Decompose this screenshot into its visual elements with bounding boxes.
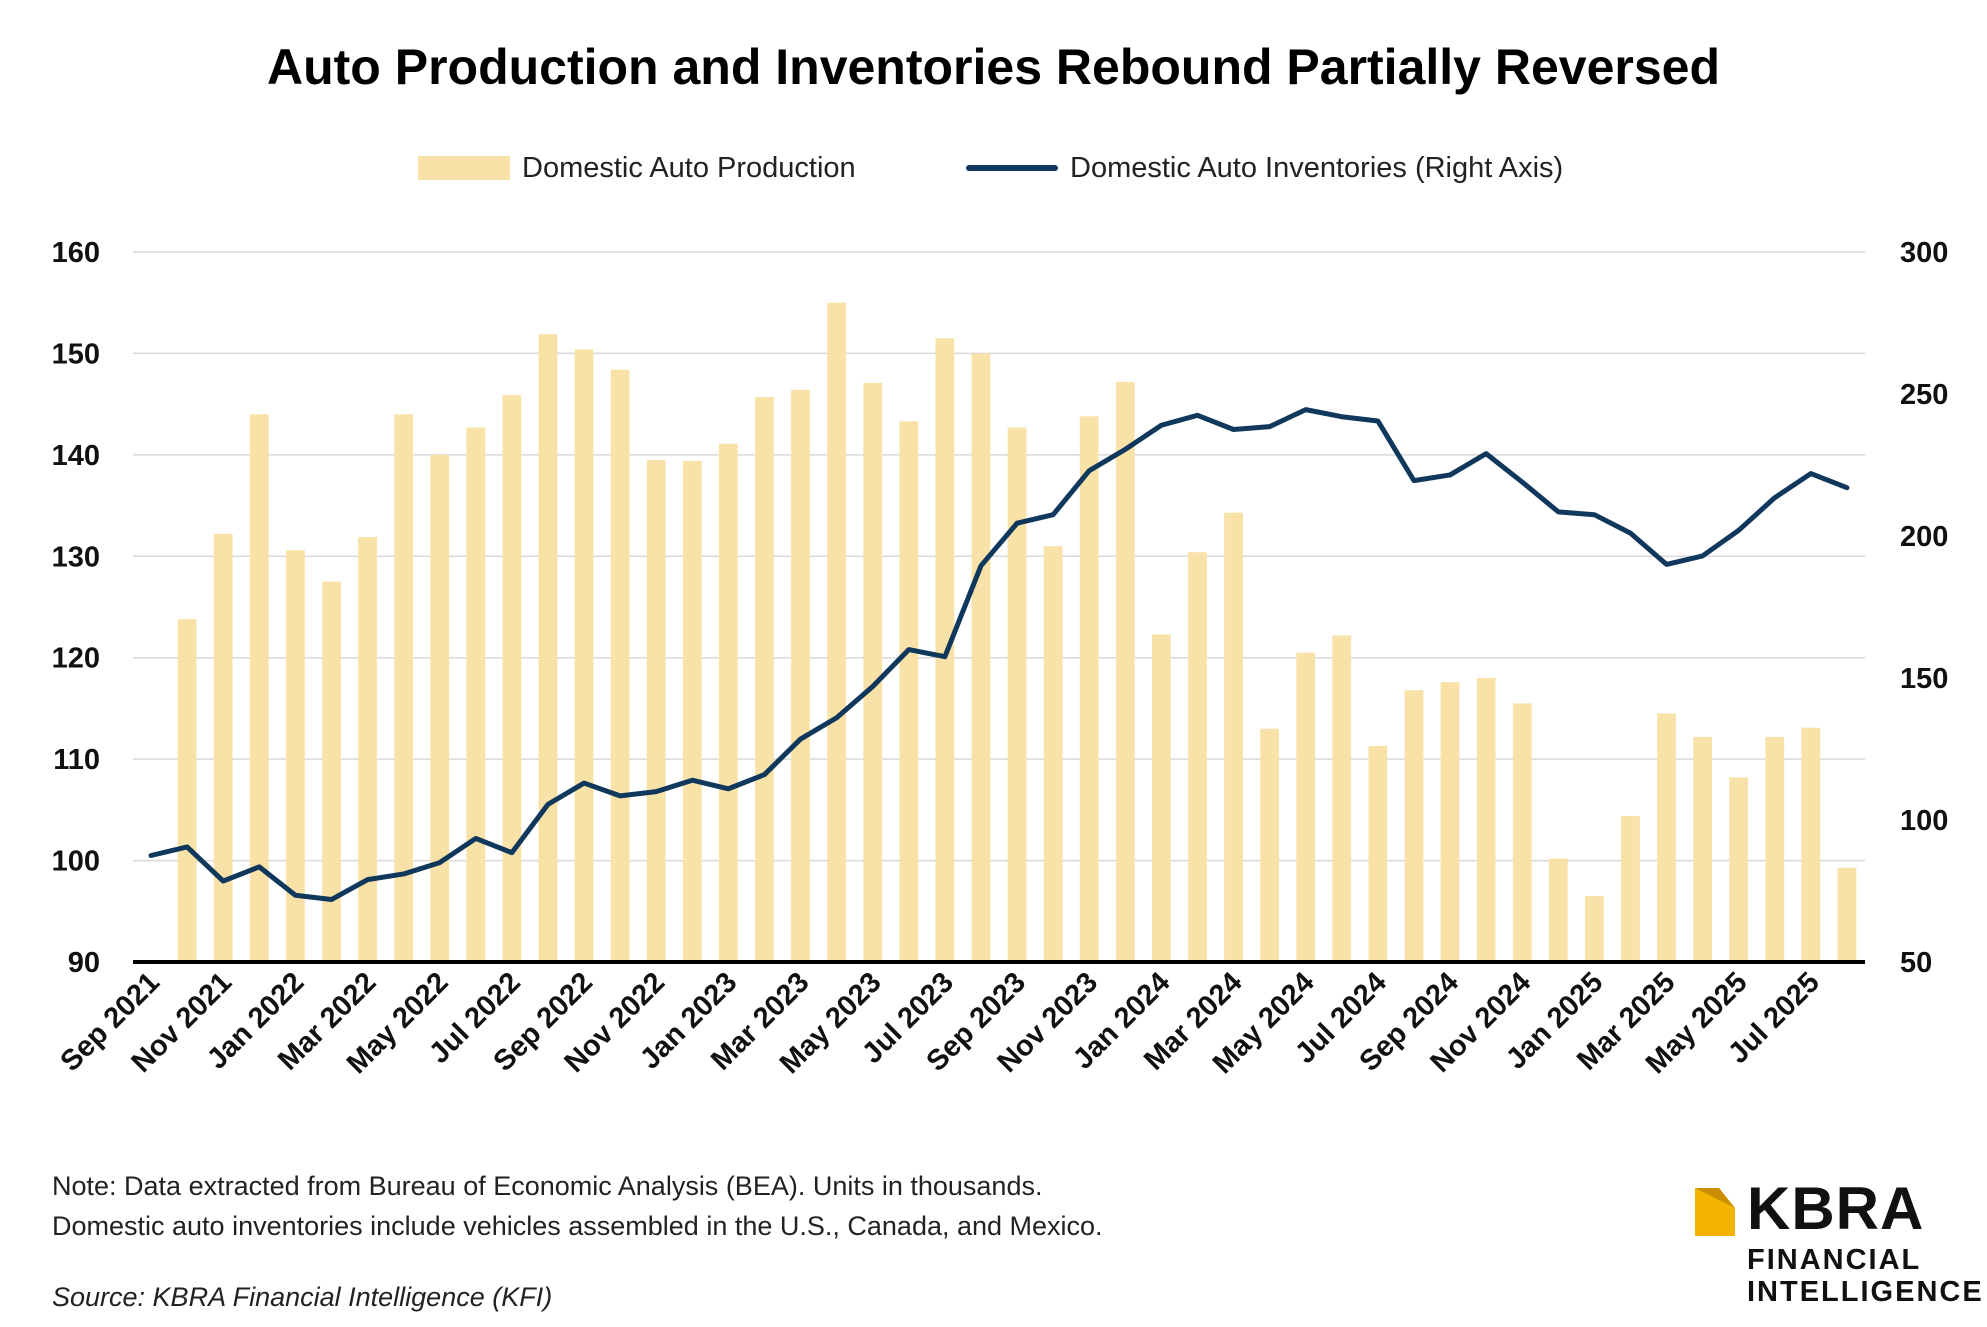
production-bar <box>827 302 847 962</box>
production-bar <box>1476 678 1496 962</box>
note-line-1: Note: Data extracted from Bureau of Econ… <box>52 1171 1043 1201</box>
gridlines <box>133 251 1865 862</box>
production-bar <box>1079 416 1099 962</box>
chart-note: Note: Data extracted from Bureau of Econ… <box>52 1166 1103 1246</box>
right-axis-tick-label: 200 <box>1900 521 1948 553</box>
production-bar <box>971 353 991 962</box>
right-axis-tick-label: 100 <box>1900 805 1948 837</box>
production-bar <box>1115 381 1135 962</box>
production-bar <box>899 421 919 962</box>
production-bar <box>682 460 702 962</box>
left-axis-tick-label: 140 <box>52 440 100 472</box>
legend-swatch-production <box>418 156 510 180</box>
production-bars <box>177 302 1857 963</box>
production-bar <box>1043 546 1063 962</box>
legend-label-production: Domestic Auto Production <box>522 151 856 184</box>
production-bar <box>1260 728 1280 962</box>
chart-plot-area: 90 100 110 120 130 140 150 160 50 100 150 200 250 30… <box>52 237 1949 1080</box>
production-bar <box>430 454 450 962</box>
production-bar <box>1224 512 1243 962</box>
logo-subtitle-line-2: INTELLIGENCE <box>1747 1276 1984 1308</box>
production-bar <box>177 619 197 962</box>
production-bar <box>1801 727 1821 962</box>
production-bar <box>1837 867 1857 962</box>
production-bar <box>1296 652 1316 962</box>
logo-subtitle: FINANCIAL INTELLIGENCE <box>1747 1244 1984 1308</box>
left-axis-tick-label: 90 <box>68 947 100 979</box>
production-bar <box>1693 736 1713 962</box>
production-bar <box>285 550 305 962</box>
production-bar <box>466 427 486 962</box>
production-bar <box>1548 858 1568 962</box>
legend-item-inventories: Domestic Auto Inventories (Right Axis) <box>966 148 1563 188</box>
right-axis-tick-label: 50 <box>1900 947 1932 979</box>
left-axis-tick-label: 150 <box>52 338 100 370</box>
logo-subtitle-line-1: FINANCIAL <box>1747 1244 1922 1276</box>
production-bar <box>1657 713 1676 962</box>
production-bar <box>1512 703 1532 962</box>
note-line-2: Domestic auto inventories include vehicl… <box>52 1211 1103 1241</box>
right-axis-tick-label: 300 <box>1900 237 1948 269</box>
right-axis-tick-label: 150 <box>1900 663 1948 695</box>
production-bar <box>1368 745 1388 962</box>
right-axis-ticks: 50 100 150 200 250 300 <box>1900 237 1948 979</box>
production-bar <box>249 414 269 962</box>
production-bar <box>1584 896 1604 962</box>
production-bar <box>538 334 558 963</box>
right-axis-tick-label: 250 <box>1900 379 1948 411</box>
legend-label-inventories: Domestic Auto Inventories (Right Axis) <box>1070 151 1564 184</box>
legend: Domestic Auto Production Domestic Auto I… <box>0 148 1987 188</box>
production-bar <box>1765 736 1785 962</box>
left-axis-tick-label: 120 <box>52 643 100 675</box>
left-axis-tick-label: 110 <box>53 744 100 776</box>
inventories-series-line <box>148 407 1850 903</box>
production-bar <box>1151 634 1171 962</box>
production-bar <box>863 382 883 962</box>
production-bar <box>358 537 377 962</box>
legend-item-production: Domestic Auto Production <box>418 148 856 188</box>
production-bar <box>610 369 630 963</box>
kbra-logo: KBRA FINANCIAL INTELLIGENCE <box>1695 1175 1985 1320</box>
production-bar <box>755 397 774 962</box>
production-bar <box>1729 777 1749 962</box>
legend-swatch-inventories <box>966 165 1058 171</box>
production-bar <box>322 581 341 962</box>
production-bar <box>1621 815 1640 962</box>
kbra-logo-mark-icon <box>1695 1188 1735 1236</box>
chart-title: Auto Production and Inventories Rebound … <box>266 39 1721 95</box>
left-axis-tick-label: 100 <box>52 846 100 878</box>
production-bar <box>574 349 594 962</box>
production-bar <box>394 414 414 962</box>
chart-source: Source: KBRA Financial Intelligence (KFI… <box>52 1282 553 1312</box>
production-bar <box>791 389 810 962</box>
production-bar <box>718 443 738 962</box>
inventories-line <box>148 407 1850 903</box>
production-bar <box>1007 427 1027 962</box>
logo-wordmark: KBRA <box>1747 1175 1925 1242</box>
left-axis-tick-label: 130 <box>52 541 100 573</box>
production-bar <box>646 459 666 962</box>
production-bar <box>1404 690 1424 962</box>
production-bar <box>1440 682 1460 962</box>
production-bar <box>213 533 233 962</box>
production-bar <box>1332 635 1352 962</box>
production-bar <box>502 395 522 962</box>
production-bar <box>1188 552 1207 962</box>
left-axis-tick-label: 160 <box>52 237 100 269</box>
left-axis-ticks: 90 100 110 120 130 140 150 160 <box>52 237 100 979</box>
